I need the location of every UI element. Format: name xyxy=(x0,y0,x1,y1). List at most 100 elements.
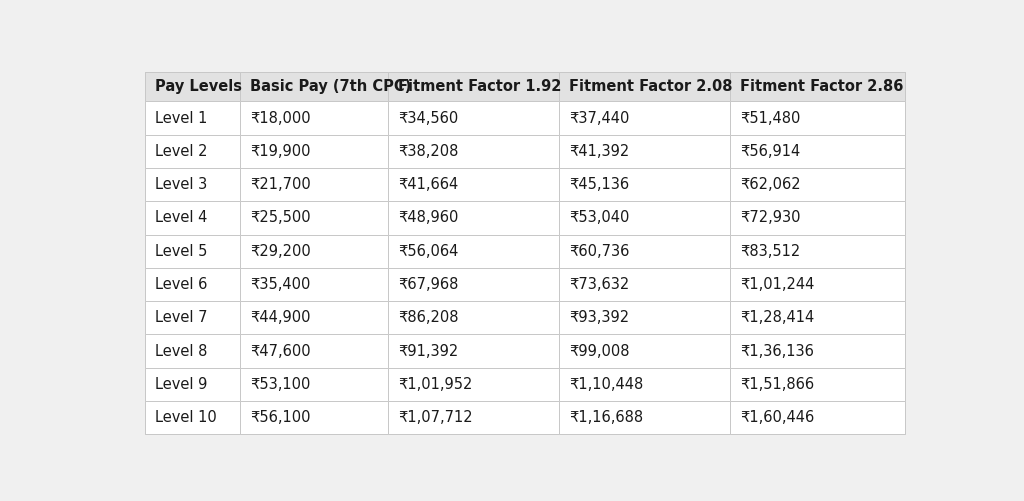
Bar xyxy=(240,101,388,135)
Bar xyxy=(559,234,730,268)
Bar xyxy=(388,335,559,368)
Bar xyxy=(144,268,240,301)
Bar xyxy=(559,301,730,335)
Bar xyxy=(559,368,730,401)
Text: ₹41,664: ₹41,664 xyxy=(398,177,459,192)
Bar xyxy=(559,268,730,301)
Text: Level 5: Level 5 xyxy=(155,243,207,259)
Bar xyxy=(144,101,240,135)
Text: ₹83,512: ₹83,512 xyxy=(740,243,801,259)
Text: ₹38,208: ₹38,208 xyxy=(398,144,459,159)
Bar xyxy=(144,168,240,201)
Text: Level 4: Level 4 xyxy=(155,210,207,225)
Text: Fitment Factor 1.92: Fitment Factor 1.92 xyxy=(398,79,561,94)
Bar xyxy=(730,72,905,101)
Text: Level 6: Level 6 xyxy=(155,277,207,292)
Text: ₹56,100: ₹56,100 xyxy=(250,410,310,425)
Bar xyxy=(144,234,240,268)
Text: ₹73,632: ₹73,632 xyxy=(569,277,630,292)
Text: ₹1,60,446: ₹1,60,446 xyxy=(740,410,815,425)
Text: ₹51,480: ₹51,480 xyxy=(740,111,801,126)
Text: ₹25,500: ₹25,500 xyxy=(250,210,310,225)
Bar xyxy=(730,335,905,368)
Bar xyxy=(559,168,730,201)
Text: ₹86,208: ₹86,208 xyxy=(398,310,459,325)
Text: Fitment Factor 2.08: Fitment Factor 2.08 xyxy=(569,79,733,94)
Bar xyxy=(388,201,559,234)
Bar xyxy=(559,101,730,135)
Bar xyxy=(240,135,388,168)
Text: Level 9: Level 9 xyxy=(155,377,207,392)
Bar xyxy=(559,335,730,368)
Text: ₹21,700: ₹21,700 xyxy=(250,177,310,192)
Bar xyxy=(240,401,388,434)
Text: Level 2: Level 2 xyxy=(155,144,208,159)
Text: Pay Levels: Pay Levels xyxy=(155,79,242,94)
Bar xyxy=(240,335,388,368)
Text: ₹1,10,448: ₹1,10,448 xyxy=(569,377,643,392)
Bar xyxy=(144,335,240,368)
Bar xyxy=(730,201,905,234)
Text: Level 7: Level 7 xyxy=(155,310,208,325)
Bar xyxy=(388,234,559,268)
Text: ₹35,400: ₹35,400 xyxy=(250,277,310,292)
Text: ₹44,900: ₹44,900 xyxy=(250,310,310,325)
Bar xyxy=(144,201,240,234)
Text: ₹91,392: ₹91,392 xyxy=(398,344,459,359)
Text: ₹41,392: ₹41,392 xyxy=(569,144,630,159)
Text: Level 1: Level 1 xyxy=(155,111,207,126)
Bar xyxy=(240,301,388,335)
Text: ₹37,440: ₹37,440 xyxy=(569,111,630,126)
Bar xyxy=(730,135,905,168)
Bar xyxy=(240,268,388,301)
Bar xyxy=(730,101,905,135)
Text: ₹53,040: ₹53,040 xyxy=(569,210,630,225)
Bar xyxy=(559,135,730,168)
Bar xyxy=(144,368,240,401)
Text: ₹99,008: ₹99,008 xyxy=(569,344,630,359)
Text: ₹72,930: ₹72,930 xyxy=(740,210,801,225)
Text: Level 10: Level 10 xyxy=(155,410,217,425)
Text: ₹48,960: ₹48,960 xyxy=(398,210,459,225)
Bar xyxy=(388,301,559,335)
Bar xyxy=(388,168,559,201)
Text: ₹67,968: ₹67,968 xyxy=(398,277,459,292)
Text: ₹1,51,866: ₹1,51,866 xyxy=(740,377,814,392)
Bar xyxy=(240,168,388,201)
Text: ₹34,560: ₹34,560 xyxy=(398,111,459,126)
Bar xyxy=(144,401,240,434)
Text: ₹29,200: ₹29,200 xyxy=(250,243,310,259)
Text: ₹1,16,688: ₹1,16,688 xyxy=(569,410,643,425)
Text: ₹1,28,414: ₹1,28,414 xyxy=(740,310,815,325)
Bar xyxy=(388,101,559,135)
Bar xyxy=(144,301,240,335)
Bar xyxy=(144,72,240,101)
Text: ₹18,000: ₹18,000 xyxy=(250,111,310,126)
Bar xyxy=(388,368,559,401)
Text: ₹93,392: ₹93,392 xyxy=(569,310,630,325)
Bar xyxy=(388,72,559,101)
Text: ₹60,736: ₹60,736 xyxy=(569,243,630,259)
Bar xyxy=(559,401,730,434)
Bar xyxy=(730,368,905,401)
Text: ₹62,062: ₹62,062 xyxy=(740,177,801,192)
Bar xyxy=(388,268,559,301)
Bar xyxy=(730,268,905,301)
Text: Level 8: Level 8 xyxy=(155,344,207,359)
Bar xyxy=(240,368,388,401)
Text: ₹53,100: ₹53,100 xyxy=(250,377,310,392)
Bar xyxy=(730,168,905,201)
Text: ₹45,136: ₹45,136 xyxy=(569,177,630,192)
Text: ₹1,07,712: ₹1,07,712 xyxy=(398,410,473,425)
Bar xyxy=(240,234,388,268)
Bar xyxy=(730,234,905,268)
Bar xyxy=(730,401,905,434)
Text: Fitment Factor 2.86: Fitment Factor 2.86 xyxy=(740,79,904,94)
Bar xyxy=(559,72,730,101)
Text: Level 3: Level 3 xyxy=(155,177,207,192)
Text: ₹56,064: ₹56,064 xyxy=(398,243,459,259)
Text: ₹1,36,136: ₹1,36,136 xyxy=(740,344,814,359)
Bar xyxy=(388,135,559,168)
Text: ₹1,01,952: ₹1,01,952 xyxy=(398,377,473,392)
Bar xyxy=(559,201,730,234)
